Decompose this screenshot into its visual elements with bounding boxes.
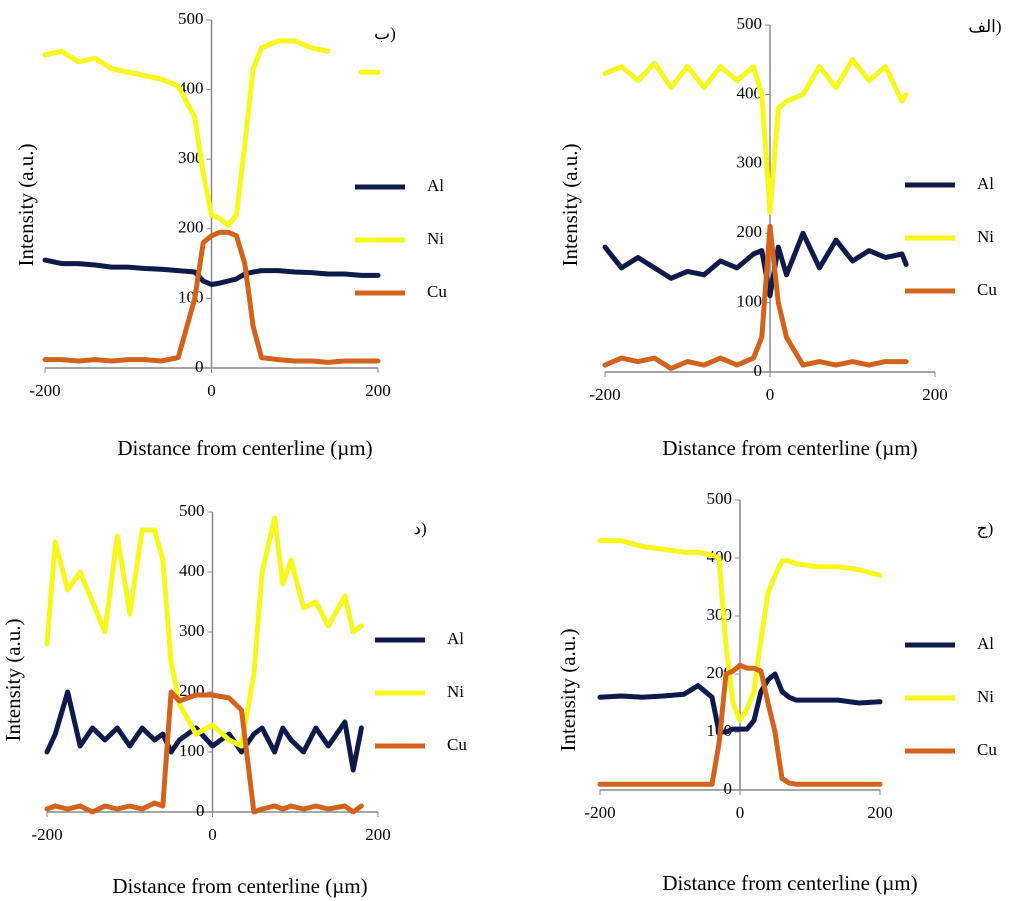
- x-tick-label: -200: [31, 825, 62, 844]
- series-line: [597, 538, 883, 723]
- y-axis-label: Intensity (a.u.): [1, 618, 25, 741]
- x-tick-label: 0: [207, 381, 216, 400]
- x-axis-label: Distance from centerline (µm): [112, 874, 367, 898]
- x-tick-label: -200: [29, 381, 60, 400]
- y-tick-label: 400: [179, 561, 205, 580]
- series-line: [42, 229, 381, 365]
- series-line: [44, 515, 364, 749]
- y-tick-label: 0: [724, 779, 733, 798]
- y-tick-label: 300: [179, 621, 205, 640]
- legend-label: Ni: [447, 682, 464, 701]
- y-axis-label: Intensity (a.u.): [558, 143, 582, 266]
- x-axis-label: Distance from centerline (µm): [662, 436, 917, 460]
- series-line: [44, 689, 364, 815]
- x-tick-label: 200: [922, 385, 948, 404]
- x-tick-label: 0: [736, 803, 745, 822]
- y-tick-label: 500: [178, 9, 204, 28]
- y-tick-label: 300: [707, 605, 733, 624]
- panel-title: ج): [977, 519, 994, 539]
- series-line: [602, 223, 909, 371]
- y-tick-label: 300: [737, 153, 763, 172]
- series-line: [44, 689, 364, 773]
- y-axis-label: Intensity (a.u.): [556, 628, 580, 751]
- x-tick-label: 200: [867, 803, 893, 822]
- y-tick-label: 200: [737, 222, 763, 241]
- y-tick-label: 0: [195, 357, 204, 376]
- legend-label: Ni: [427, 229, 444, 248]
- panel-title: الف): [968, 17, 1001, 36]
- y-tick-label: 500: [707, 489, 733, 508]
- y-tick-label: 100: [737, 292, 763, 311]
- series-line: [42, 38, 381, 228]
- legend-label: Ni: [977, 687, 994, 706]
- x-tick-label: -200: [589, 385, 620, 404]
- x-tick-label: 200: [365, 825, 391, 844]
- legend-label: Cu: [977, 280, 997, 299]
- panel-title: ب): [374, 24, 396, 43]
- legend-label: Al: [427, 176, 444, 195]
- legend-label: Al: [977, 174, 994, 193]
- y-tick-label: 0: [196, 801, 205, 820]
- y-tick-label: 0: [754, 361, 763, 380]
- legend-label: Al: [447, 629, 464, 648]
- series-line: [602, 57, 909, 215]
- legend-label: Cu: [447, 735, 467, 754]
- y-tick-label: 100: [178, 287, 204, 306]
- x-axis-label: Distance from centerline (µm): [662, 871, 917, 895]
- series-line: [602, 230, 909, 299]
- legend-label: Al: [977, 634, 994, 653]
- legend-label: Ni: [977, 227, 994, 246]
- series-line: [42, 257, 381, 287]
- y-tick-label: 100: [179, 741, 205, 760]
- legend-label: Cu: [427, 282, 447, 301]
- y-tick-label: 500: [737, 14, 763, 33]
- y-tick-label: 400: [737, 83, 763, 102]
- y-tick-label: 500: [179, 501, 205, 520]
- panel-title: د): [413, 519, 426, 538]
- x-tick-label: -200: [584, 803, 615, 822]
- series-line: [597, 671, 883, 735]
- y-axis-label: Intensity (a.u.): [14, 143, 38, 266]
- x-tick-label: 0: [766, 385, 775, 404]
- y-tick-label: 200: [178, 218, 204, 237]
- legend-label: Cu: [977, 740, 997, 759]
- series-line: [597, 662, 883, 787]
- y-tick-label: 300: [178, 148, 204, 167]
- x-tick-label: 0: [208, 825, 217, 844]
- x-axis-label: Distance from centerline (µm): [117, 436, 372, 460]
- x-tick-label: 200: [365, 381, 391, 400]
